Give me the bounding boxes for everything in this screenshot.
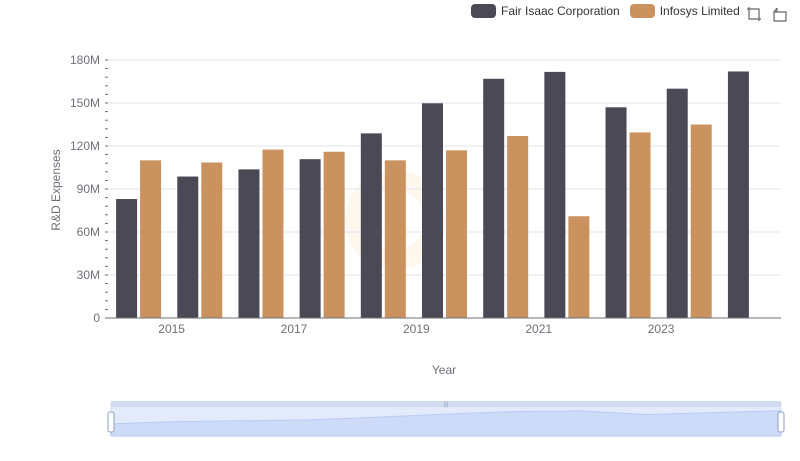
data-zoom-handle-right[interactable] (777, 411, 785, 433)
bar-fair-isaac-2017[interactable] (299, 159, 321, 318)
bar-fair-isaac-2024[interactable] (727, 71, 749, 318)
bar-infosys-2020[interactable] (507, 135, 529, 318)
legend: Fair Isaac Corporation Infosys Limited (471, 4, 740, 18)
x-axis-tick-labels: 2015 2017 2019 2021 2023 (158, 322, 674, 336)
bar-infosys-2023[interactable] (690, 124, 712, 319)
x-tick-label: 2019 (403, 322, 430, 336)
x-tick-label: 2023 (648, 322, 675, 336)
data-zoom-handle-left[interactable] (107, 411, 115, 433)
reset-zoom-icon[interactable] (772, 6, 788, 22)
bars (116, 71, 749, 319)
toolbox (746, 6, 788, 22)
x-tick-label: 2015 (158, 322, 185, 336)
y-axis-tick-labels: 0 30M 60M 90M 120M 150M 180M (70, 53, 100, 325)
bar-infosys-2014[interactable] (140, 160, 162, 318)
bar-infosys-2017[interactable] (323, 151, 345, 318)
bar-infosys-2016[interactable] (262, 149, 284, 318)
bar-fair-isaac-2022[interactable] (605, 107, 627, 318)
data-zoom-grip: ||| (444, 402, 449, 408)
y-tick-label: 120M (70, 139, 100, 153)
bar-fair-isaac-2015[interactable] (177, 176, 199, 318)
x-tick-label: 2017 (281, 322, 308, 336)
bar-fair-isaac-2023[interactable] (666, 88, 688, 319)
bar-fair-isaac-2016[interactable] (238, 169, 260, 318)
bar-infosys-2022[interactable] (629, 132, 651, 318)
legend-item-fair-isaac[interactable]: Fair Isaac Corporation (471, 4, 620, 18)
bar-fair-isaac-2019[interactable] (422, 103, 443, 318)
y-tick-label: 180M (70, 53, 100, 67)
data-zoom-slider[interactable]: ||| (107, 401, 785, 437)
legend-label-fair-isaac: Fair Isaac Corporation (501, 4, 620, 18)
x-axis-title: Year (432, 363, 456, 377)
bar-infosys-2018[interactable] (384, 160, 406, 318)
bar-fair-isaac-2018[interactable] (360, 133, 382, 318)
bar-fair-isaac-2014[interactable] (116, 199, 138, 318)
y-tick-label: 150M (70, 96, 100, 110)
bar-fair-isaac-2021[interactable] (544, 71, 566, 318)
x-tick-label: 2021 (525, 322, 552, 336)
data-zoom-preview-area (110, 410, 782, 437)
bar-infosys-2019[interactable] (446, 150, 467, 318)
legend-swatch-infosys (629, 4, 655, 18)
y-tick-label: 90M (77, 182, 100, 196)
y-axis-minor-ticks (105, 59, 108, 319)
legend-swatch-fair-isaac (471, 4, 496, 18)
y-axis-title: R&D Expenses (49, 149, 63, 230)
y-tick-label: 0 (93, 311, 100, 325)
legend-label-infosys: Infosys Limited (659, 4, 740, 18)
bar-fair-isaac-2020[interactable] (483, 78, 505, 318)
legend-item-infosys[interactable]: Infosys Limited (629, 4, 740, 18)
data-zoom-top-bar[interactable] (111, 401, 781, 407)
bar-infosys-2021[interactable] (568, 216, 590, 318)
y-tick-label: 30M (77, 268, 100, 282)
zoom-icon[interactable] (746, 6, 762, 22)
y-tick-label: 60M (77, 225, 100, 239)
bar-infosys-2015[interactable] (201, 162, 223, 318)
